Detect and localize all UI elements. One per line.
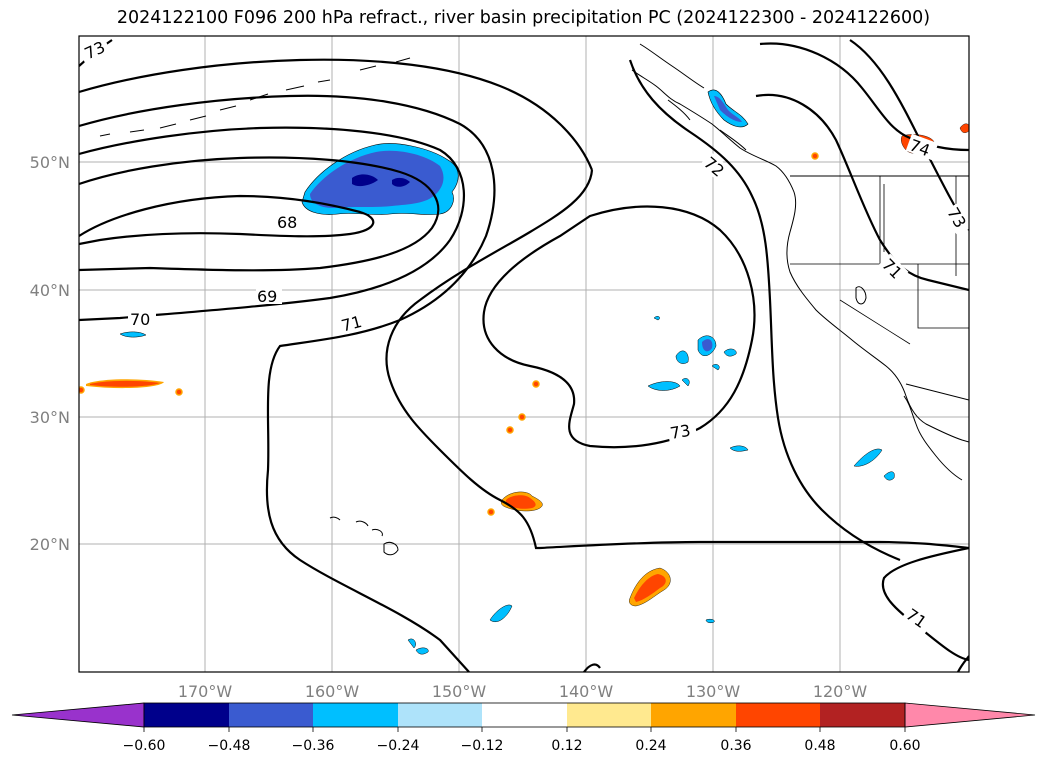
colorbar-extend-max xyxy=(904,702,1036,728)
lat-tick-label: 30°N xyxy=(30,408,70,427)
lon-tick-label: 150°W xyxy=(432,682,487,701)
contour-71-upper xyxy=(79,94,496,672)
lon-tick-label: 160°W xyxy=(305,682,360,701)
colorbar-tick-label: −0.12 xyxy=(461,738,504,754)
contour-72-west xyxy=(79,58,594,171)
lat-tick-label: 50°N xyxy=(30,153,70,172)
colorbar-outline xyxy=(143,702,906,728)
contour-label: 69 xyxy=(257,287,277,306)
lon-tick-label: 130°W xyxy=(686,682,741,701)
contour-72-east xyxy=(628,59,901,562)
precip-negative-east-cluster xyxy=(647,316,737,391)
lat-tick-label: 20°N xyxy=(30,535,70,554)
colorbar-tick-label: 0.60 xyxy=(889,738,920,754)
contour-label: 71 xyxy=(339,312,364,336)
lon-tick-label: 170°W xyxy=(178,682,233,701)
precip-positive-hawaii-east-core xyxy=(634,574,666,602)
map-frame xyxy=(78,35,970,673)
lake-great-salt xyxy=(855,286,867,305)
precip-negative-east-cluster-inner xyxy=(702,339,713,352)
colorbar-segment xyxy=(144,703,229,727)
colorbar-segment xyxy=(820,703,905,727)
colorbar-segment xyxy=(651,703,736,727)
precip-positive-subtropical-core xyxy=(506,495,536,509)
lat-tick-labels: 50°N 40°N 30°N 20°N xyxy=(30,153,70,554)
colorbar-extend-min xyxy=(11,702,145,728)
colorbar-tick-label: 0.48 xyxy=(804,738,835,754)
state-borders xyxy=(790,176,969,345)
contour-68 xyxy=(79,194,375,246)
country-border-us-mexico xyxy=(905,383,969,401)
contour-73-closed xyxy=(482,205,756,449)
precip-positive-west-core xyxy=(90,380,160,387)
coastline-baja xyxy=(903,395,963,481)
contour-label: 68 xyxy=(277,213,297,232)
coastline-hawaii xyxy=(329,516,399,556)
colorbar-tick-label: −0.60 xyxy=(123,738,166,754)
precip-negative-pnw-inner xyxy=(714,96,742,122)
colorbar-segment xyxy=(229,703,313,727)
lat-tick-label: 40°N xyxy=(30,281,70,300)
colorbar-segment xyxy=(482,703,567,727)
colorbar: −0.60 −0.48 −0.36 −0.24 −0.12 0.12 0.24 … xyxy=(11,702,1036,754)
contour-72-middle xyxy=(385,169,594,550)
precip-negative-south xyxy=(407,445,895,655)
colorbar-segment xyxy=(313,703,398,727)
colorbar-tick-label: 0.12 xyxy=(551,738,582,754)
colorbar-tick-label: −0.48 xyxy=(208,738,251,754)
map-area xyxy=(79,36,969,672)
coastline-islands-north xyxy=(639,43,747,151)
colorbar-segment xyxy=(736,703,820,727)
precip-negative-west xyxy=(119,331,147,338)
contour-70 xyxy=(79,126,466,322)
contour-71-east xyxy=(539,540,969,550)
lon-tick-label: 140°W xyxy=(559,682,614,701)
contour-69 xyxy=(79,156,440,272)
contour-71-corner xyxy=(957,655,969,672)
map-title: 2024122100 F096 200 hPa refract., river … xyxy=(116,8,931,28)
colorbar-tick-label: 0.36 xyxy=(720,738,751,754)
lon-tick-label: 120°W xyxy=(813,682,868,701)
colorbar-tick-label: 0.24 xyxy=(635,738,666,754)
contour-label: 73 xyxy=(669,421,692,443)
colorbar-tick-label: −0.24 xyxy=(377,738,420,754)
contour-71-southeast xyxy=(881,546,969,662)
colorbar-segment xyxy=(398,703,482,727)
colorbar-segment xyxy=(567,703,651,727)
precip-shading xyxy=(79,89,969,655)
lon-tick-labels: 170°W 160°W 150°W 140°W 130°W 120°W xyxy=(178,682,868,701)
precip-positive-dots xyxy=(79,152,819,516)
colorbar-tick-label: −0.36 xyxy=(292,738,335,754)
contour-label: 70 xyxy=(130,310,150,329)
precip-negative-core xyxy=(352,174,410,187)
contour-70-south xyxy=(583,663,601,672)
coastline-north-america xyxy=(631,69,969,443)
